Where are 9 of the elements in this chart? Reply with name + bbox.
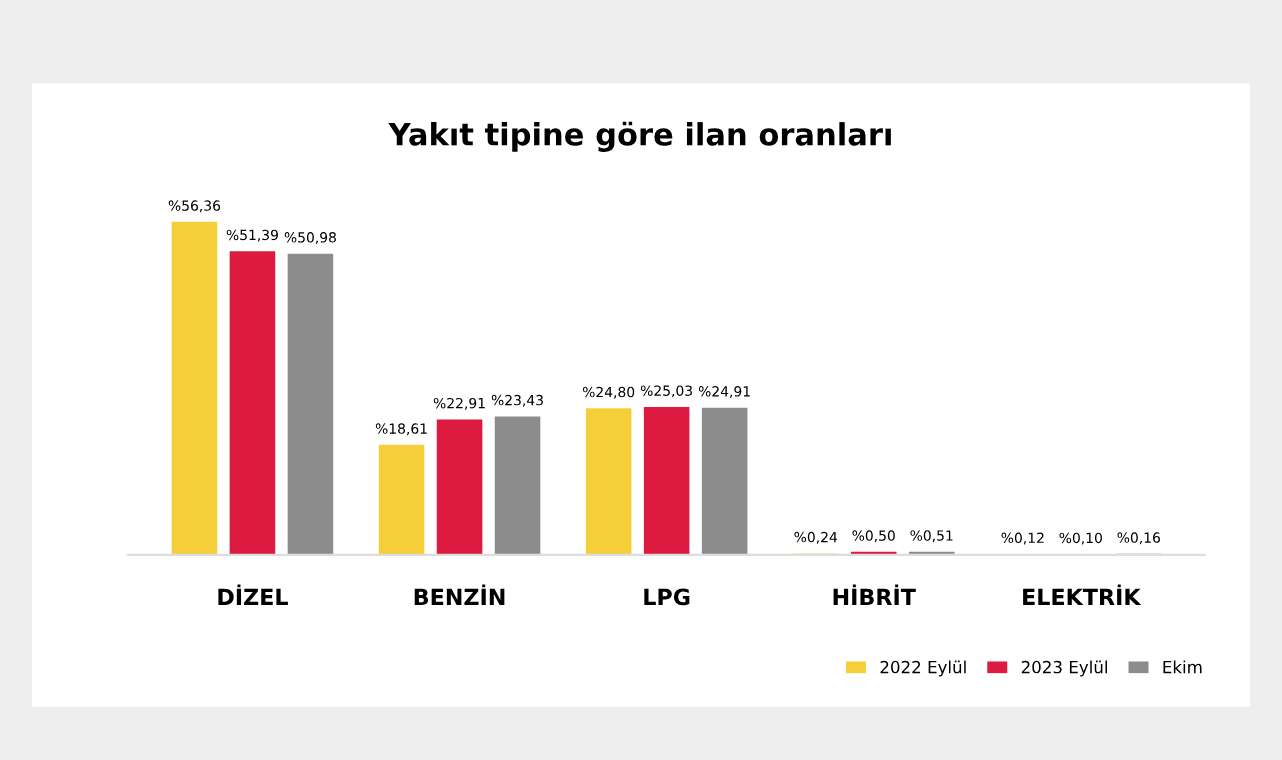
legend-label: 2023 Eylül <box>1021 660 1107 677</box>
legend-label: Ekim <box>1163 660 1202 674</box>
x-tick-label: DİZEL <box>218 584 288 606</box>
x-tick-label: HİBRİT <box>833 584 916 606</box>
x-tick-label: BENZİN <box>414 584 505 606</box>
chart-title: Yakıt tipine göre ilan oranları <box>388 121 891 152</box>
x-tick-label: LPG <box>644 588 690 606</box>
legend-label: 2022 Eylül <box>880 660 966 677</box>
x-tick-label: ELEKTRİK <box>1023 584 1142 606</box>
